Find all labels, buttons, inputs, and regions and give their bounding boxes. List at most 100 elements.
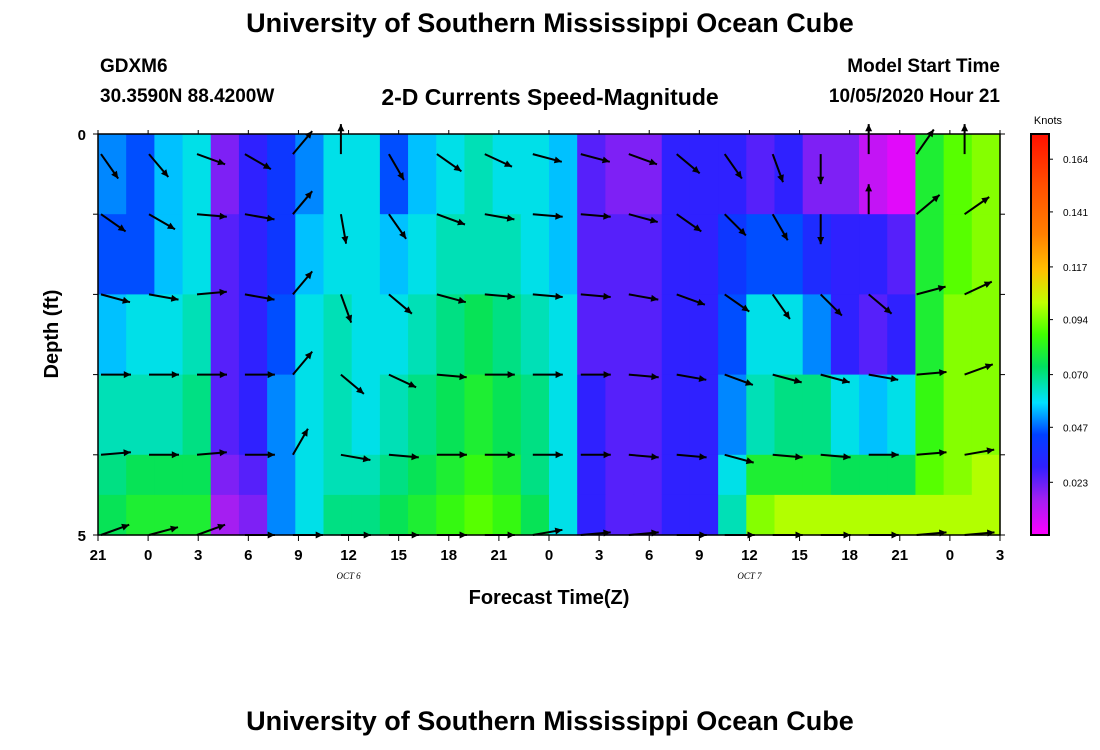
- heatmap-cell: [971, 374, 1001, 456]
- heatmap-cell: [520, 214, 550, 295]
- x-tick-label: 18: [841, 547, 858, 564]
- current-vector-head: [603, 292, 611, 300]
- heatmap-cell: [210, 214, 240, 295]
- current-vector-head: [883, 306, 892, 314]
- chart-title: University of Southern Mississippi Ocean…: [246, 8, 854, 38]
- current-vector-head: [167, 222, 175, 230]
- current-vector-head: [123, 371, 131, 379]
- heatmap-cell: [154, 294, 184, 376]
- current-vector-head: [217, 523, 226, 531]
- heatmap-cell: [182, 294, 212, 376]
- heatmap-cell: [267, 494, 296, 536]
- heatmap-cell: [238, 374, 268, 456]
- heatmap-cell: [718, 374, 747, 456]
- heatmap-cell: [746, 374, 776, 456]
- heatmap-cell: [830, 454, 860, 496]
- current-vector-head: [267, 451, 275, 459]
- x-tick-label: 6: [244, 547, 252, 564]
- colorbar-tick-label: 0.047: [1063, 423, 1088, 434]
- x-tick-label: 15: [390, 547, 407, 564]
- heatmap-cell: [379, 214, 409, 295]
- heatmap-cell: [971, 494, 1001, 536]
- heatmap-cell: [267, 134, 296, 215]
- heatmap-cell: [943, 454, 973, 496]
- heatmap-cell: [351, 214, 381, 295]
- heatmap-cell: [633, 454, 663, 496]
- current-vector-head: [453, 164, 462, 172]
- current-vector-head: [843, 453, 851, 461]
- current-vector-head: [304, 271, 313, 280]
- colorbar: [1030, 133, 1050, 536]
- heatmap-cell: [210, 134, 240, 215]
- heatmap-cell: [492, 134, 522, 215]
- current-vector-head: [699, 453, 707, 461]
- heatmap-cell: [98, 294, 127, 376]
- current-vector-head: [457, 218, 465, 226]
- current-vector-head: [865, 184, 873, 192]
- heatmap-cell: [549, 494, 578, 536]
- heatmap-cell: [887, 294, 917, 376]
- x-axis-label: Forecast Time(Z): [469, 587, 630, 609]
- heatmap-cells: [98, 134, 1001, 536]
- heatmap-cell: [126, 294, 155, 376]
- heatmap-cell: [436, 134, 466, 215]
- current-vector-head: [404, 306, 412, 314]
- heatmap-cell: [323, 294, 353, 376]
- heatmap-cell: [746, 214, 776, 295]
- x-tick-label: 9: [294, 547, 302, 564]
- current-vector-head: [266, 294, 275, 302]
- heatmap-cell: [351, 494, 381, 536]
- current-vector-head: [745, 379, 753, 386]
- heatmap-cell: [802, 494, 832, 536]
- heatmap-cell: [943, 214, 973, 295]
- heatmap-cell: [746, 494, 776, 536]
- heatmap-cell: [661, 214, 691, 295]
- current-vector-head: [817, 237, 825, 245]
- heatmap-cell: [154, 134, 184, 215]
- current-vector-head: [841, 377, 850, 384]
- current-vector-head: [507, 451, 515, 459]
- current-vector-head: [782, 311, 790, 319]
- current-vector-head: [219, 371, 227, 379]
- heatmap-cell: [774, 454, 804, 496]
- current-vector-head: [337, 124, 345, 132]
- current-vector-head: [555, 371, 563, 379]
- current-vector-head: [891, 451, 899, 459]
- heatmap-cell: [859, 374, 888, 456]
- current-vector-head: [697, 298, 705, 306]
- heatmap-cell: [577, 134, 606, 215]
- current-vector-head: [984, 363, 993, 371]
- heatmap-cell: [238, 134, 268, 215]
- current-vector-head: [745, 457, 754, 465]
- current-vector-head: [793, 377, 802, 384]
- heatmap-cell: [943, 134, 973, 215]
- x-tick-label: 3: [194, 547, 202, 564]
- heatmap-cell: [830, 294, 860, 376]
- current-vector-head: [121, 523, 130, 531]
- current-vector-head: [507, 371, 515, 379]
- heatmap-cell: [351, 294, 381, 376]
- x-axis: 21 0 3 6 9 12 15 18 21 0 3 6 9 12 15 18 21 0 3 OCT 6 OCT 7: [90, 130, 1004, 581]
- current-vector-head: [555, 292, 563, 300]
- heatmap-cell: [633, 374, 663, 456]
- heatmap-cell: [238, 214, 268, 295]
- heatmap-cell: [323, 374, 353, 456]
- heatmap-cell: [351, 134, 381, 215]
- current-vector-head: [170, 525, 178, 533]
- heatmap-cell: [98, 374, 127, 456]
- heatmap-cell: [915, 494, 945, 536]
- current-vector-head: [262, 162, 271, 170]
- heatmap-cell: [464, 134, 494, 215]
- heatmap-cell: [154, 454, 184, 496]
- heatmap-cell: [915, 374, 945, 456]
- heatmap-cell: [802, 134, 832, 215]
- heatmap-cell: [633, 494, 663, 536]
- current-vector-head: [266, 214, 275, 222]
- current-vector-head: [408, 381, 417, 388]
- heatmap-cell: [295, 294, 325, 376]
- day-label: OCT 6: [337, 571, 362, 581]
- heatmap-cell: [746, 294, 776, 376]
- heatmap-cell: [295, 134, 325, 215]
- heatmap-cell: [830, 134, 860, 215]
- heatmap-cell: [605, 494, 635, 536]
